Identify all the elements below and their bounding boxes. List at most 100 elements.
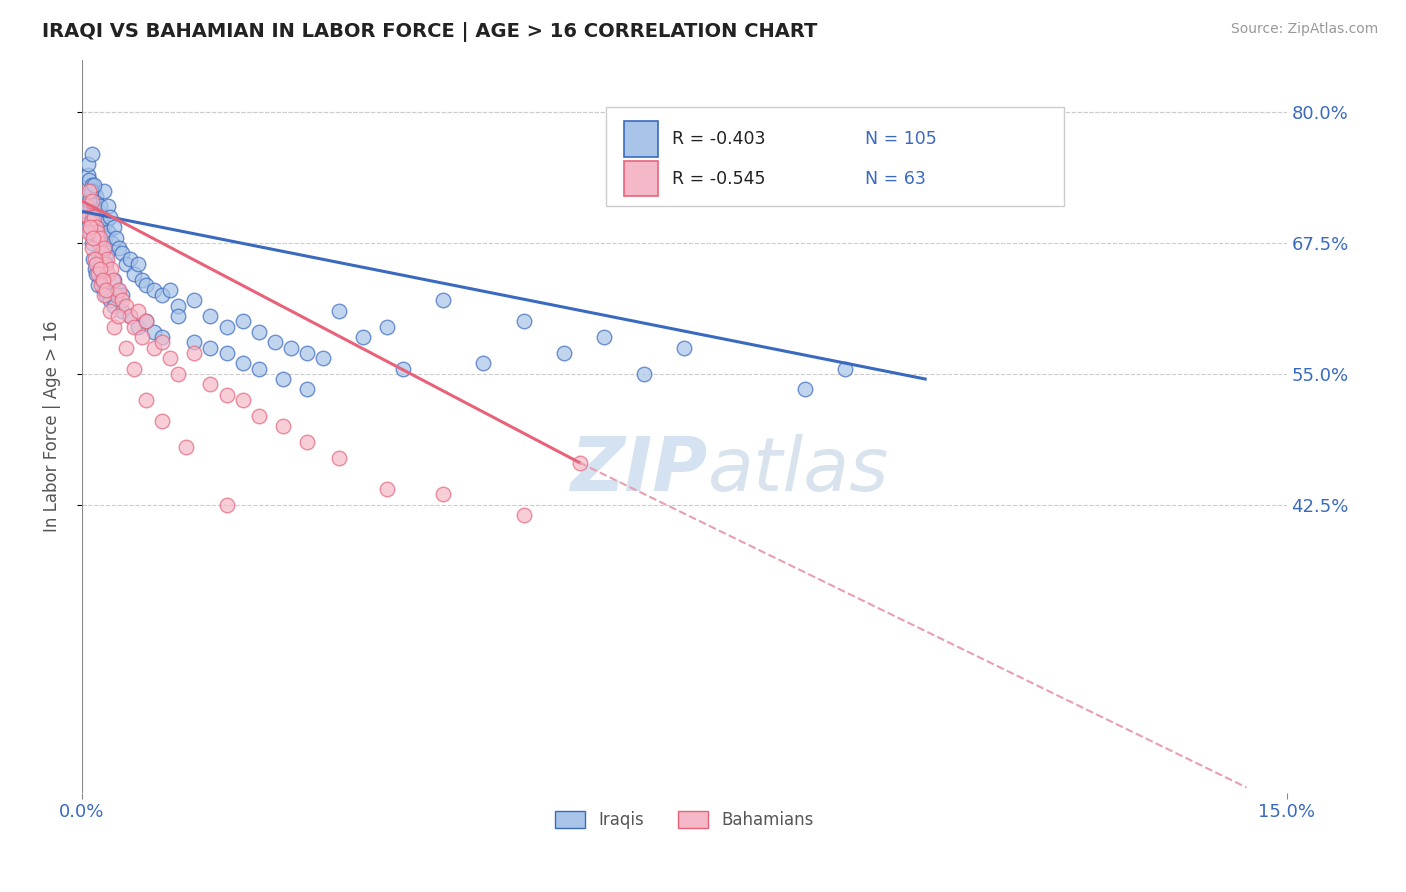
Point [100, 235, 122, 250]
Text: N = 63: N = 63 [865, 169, 925, 187]
Point [76, 188, 98, 202]
Point [633, 367, 655, 381]
Point [793, 383, 815, 397]
Point [120, 252, 142, 266]
Point [76, 168, 98, 182]
Point [89, 235, 111, 250]
Point [75, 204, 97, 219]
Point [183, 346, 205, 360]
Point [80, 215, 103, 229]
Point [79, 220, 101, 235]
Point [94, 230, 117, 244]
Point [375, 319, 398, 334]
Point [143, 325, 166, 339]
Point [120, 309, 142, 323]
Point [93, 241, 115, 255]
Point [167, 309, 190, 323]
Point [94, 257, 117, 271]
Point [100, 262, 122, 277]
Point [135, 277, 157, 292]
Bar [624, 121, 658, 156]
Point [80, 146, 103, 161]
Point [107, 283, 129, 297]
Point [91, 272, 114, 286]
Point [83, 252, 105, 266]
Point [86, 257, 108, 271]
Point [86, 220, 108, 235]
Point [120, 309, 142, 323]
Point [80, 215, 103, 229]
Point [84, 220, 107, 235]
Point [247, 325, 270, 339]
Point [107, 309, 129, 323]
Point [104, 288, 127, 302]
Point [77, 226, 100, 240]
Point [83, 178, 105, 193]
Point [512, 314, 534, 328]
Text: R = -0.545: R = -0.545 [672, 169, 766, 187]
Point [271, 419, 294, 434]
Point [87, 230, 110, 244]
Point [89, 199, 111, 213]
Point [150, 414, 173, 428]
Point [167, 299, 190, 313]
Point [115, 341, 138, 355]
Point [247, 361, 270, 376]
Point [232, 356, 254, 370]
Point [82, 178, 104, 193]
Point [77, 184, 100, 198]
Point [96, 252, 118, 266]
Point [115, 299, 138, 313]
Point [122, 267, 145, 281]
Point [82, 252, 104, 266]
Point [86, 188, 108, 202]
Point [183, 335, 205, 350]
Point [77, 220, 100, 235]
Point [295, 383, 318, 397]
Point [91, 226, 114, 240]
Point [83, 210, 105, 224]
Point [215, 388, 238, 402]
Point [159, 283, 181, 297]
Point [215, 319, 238, 334]
Point [89, 257, 111, 271]
Point [135, 314, 157, 328]
Point [103, 272, 125, 286]
Point [94, 288, 117, 302]
Point [103, 319, 125, 334]
Legend: Iraqis, Bahamians: Iraqis, Bahamians [548, 804, 820, 836]
Point [215, 498, 238, 512]
Point [82, 184, 104, 198]
Point [90, 215, 112, 229]
Text: IRAQI VS BAHAMIAN IN LABOR FORCE | AGE > 16 CORRELATION CHART: IRAQI VS BAHAMIAN IN LABOR FORCE | AGE >… [42, 22, 817, 42]
Point [432, 487, 454, 501]
Point [83, 194, 105, 208]
Point [247, 409, 270, 423]
Point [84, 226, 107, 240]
Point [86, 226, 108, 240]
Point [127, 257, 149, 271]
Point [77, 194, 100, 208]
Point [86, 267, 108, 281]
Point [167, 367, 190, 381]
Point [87, 277, 110, 292]
Point [91, 246, 114, 260]
Point [82, 230, 104, 244]
Point [122, 361, 145, 376]
Y-axis label: In Labor Force | Age > 16: In Labor Force | Age > 16 [44, 320, 60, 532]
Text: N = 105: N = 105 [865, 130, 936, 148]
Point [76, 210, 98, 224]
Bar [606, 107, 1064, 206]
Text: atlas: atlas [709, 434, 890, 506]
Point [200, 309, 222, 323]
Point [105, 230, 128, 244]
Point [93, 283, 115, 297]
Point [150, 288, 173, 302]
Point [150, 330, 173, 344]
Point [295, 346, 318, 360]
Point [200, 341, 222, 355]
Point [328, 304, 350, 318]
Point [91, 210, 114, 224]
Point [108, 283, 131, 297]
Point [215, 346, 238, 360]
